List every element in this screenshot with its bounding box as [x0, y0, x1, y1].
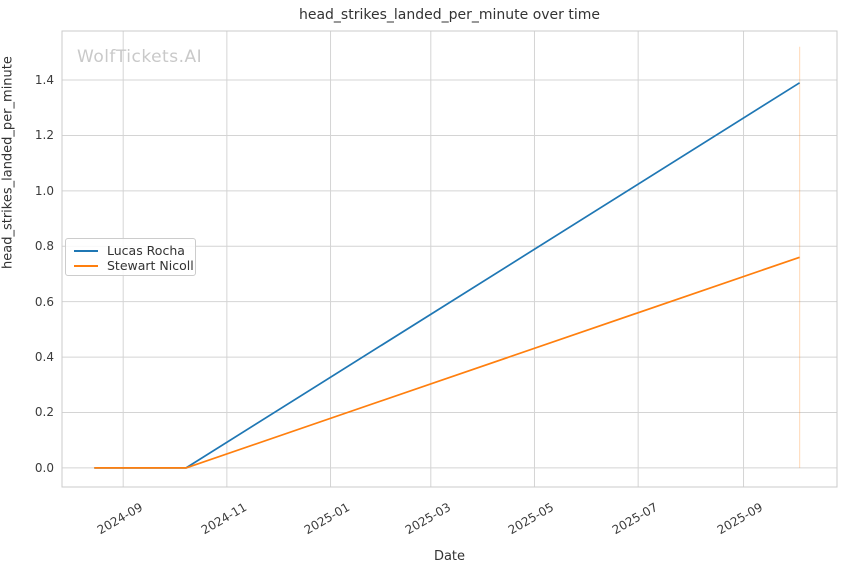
series-line-stewart-nicoll — [94, 256, 800, 469]
watermark-text: WolfTickets.AI — [77, 47, 203, 67]
chart-title: head_strikes_landed_per_minute over time — [298, 7, 600, 23]
legend-item: Stewart Nicoll — [74, 258, 194, 273]
y-tick-label: 1.0 — [34, 183, 54, 198]
legend-label: Lucas Rocha — [107, 243, 185, 258]
legend-swatch-line-icon — [74, 249, 98, 252]
y-tick-label: 0.0 — [34, 460, 54, 475]
x-axis-label: Date — [433, 549, 466, 564]
series-line-lucas-rocha — [94, 82, 801, 469]
legend-label: Stewart Nicoll — [107, 258, 194, 273]
legend-swatch-line-icon — [74, 264, 98, 267]
y-tick-label: 1.2 — [34, 128, 54, 143]
plot-border — [61, 30, 838, 488]
legend: Lucas Rocha Stewart Nicoll — [65, 238, 196, 276]
y-tick-label: 1.4 — [34, 73, 54, 88]
y-tick-label: 0.2 — [34, 405, 54, 420]
y-tick-label: 0.8 — [34, 239, 54, 254]
legend-item: Lucas Rocha — [74, 243, 187, 258]
y-tick-label: 0.4 — [34, 350, 54, 365]
y-tick-label: 0.6 — [34, 294, 54, 309]
